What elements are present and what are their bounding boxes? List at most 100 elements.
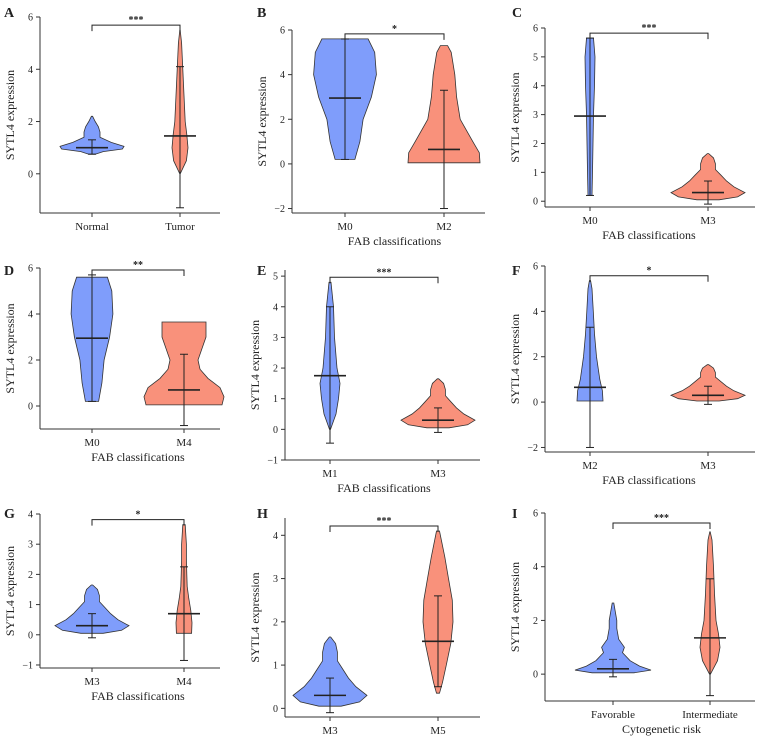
category-label: Favorable (591, 709, 635, 721)
significance-bracket (91, 519, 185, 526)
significance-label: * (647, 266, 652, 277)
category-label: M2 (436, 221, 451, 233)
violin-m3 (54, 584, 130, 634)
panel-letter-e: E (257, 264, 266, 279)
y-tick-label: 2 (533, 616, 538, 627)
y-tick-label: 4 (280, 70, 285, 81)
y-tick-label: 2 (273, 364, 278, 375)
y-tick-label: 2 (28, 117, 33, 128)
y-tick-label: 3 (533, 110, 538, 121)
y-tick-label: 4 (533, 81, 538, 92)
y-axis-title: SYTL4 expression (508, 72, 522, 162)
y-tick-label: 0 (533, 670, 538, 681)
violin-m3 (670, 153, 746, 201)
violin-m3 (400, 378, 476, 429)
y-tick-label: 2 (28, 356, 33, 367)
y-tick-label: 4 (28, 510, 33, 521)
x-axis-title: FAB classifications (337, 481, 431, 495)
violin-m3 (292, 636, 368, 707)
panel-letter-g: G (4, 507, 15, 522)
significance-label: *** (654, 513, 669, 524)
y-tick-label: 0 (28, 402, 33, 413)
y-tick-label: 0 (273, 704, 278, 715)
y-tick-label: −1 (267, 456, 278, 467)
y-tick-label: 2 (533, 352, 538, 363)
y-axis-title: SYTL4 expression (3, 303, 17, 393)
y-axis-title: SYTL4 expression (248, 572, 262, 662)
y-tick-label: 0 (28, 169, 33, 180)
significance-bracket (589, 275, 709, 282)
panel-letter-f: F (512, 264, 521, 279)
category-label: M0 (84, 437, 100, 449)
y-tick-label: 1 (273, 661, 278, 672)
y-tick-label: 4 (273, 531, 278, 542)
y-tick-label: 4 (273, 302, 278, 313)
significance-bracket (344, 33, 445, 40)
significance-label: * (392, 24, 397, 35)
category-label: M3 (84, 676, 100, 688)
significance-label: ** (133, 260, 143, 271)
category-label: Normal (75, 221, 109, 233)
panel-letter-h: H (257, 507, 268, 522)
y-tick-label: 6 (533, 509, 538, 520)
y-axis-title: SYTL4 expression (508, 562, 522, 652)
y-tick-label: 3 (273, 333, 278, 344)
y-tick-label: 3 (28, 540, 33, 551)
category-label: Intermediate (682, 709, 738, 721)
significance-label: *** (129, 15, 144, 26)
y-tick-label: 0 (533, 398, 538, 409)
significance-bracket (329, 276, 439, 284)
x-axis-title: FAB classifications (602, 473, 696, 487)
category-label: M2 (582, 460, 597, 472)
panel-c: C 0 1 2 3 4 5 6 SYTL4 expression M0 M3 FAB classifi… (508, 6, 755, 242)
panel-letter-c: C (512, 6, 522, 21)
category-label: Tumor (165, 221, 195, 233)
violin-favorable (574, 602, 652, 674)
y-tick-label: 2 (533, 139, 538, 150)
x-axis-title: Cytogenetic risk (622, 722, 701, 736)
significance-label: *** (377, 516, 392, 527)
category-label: M0 (337, 221, 353, 233)
y-tick-label: 4 (28, 310, 33, 321)
category-label: M5 (430, 725, 446, 737)
panel-letter-i: I (512, 507, 517, 522)
significance-label: * (136, 510, 141, 521)
y-tick-label: 2 (280, 115, 285, 126)
y-tick-label: 1 (533, 168, 538, 179)
significance-label: *** (642, 23, 657, 34)
y-tick-label: 1 (28, 600, 33, 611)
significance-label: *** (377, 267, 392, 278)
category-label: M1 (322, 468, 337, 480)
y-tick-label: 0 (28, 630, 33, 641)
y-tick-label: 3 (273, 574, 278, 585)
category-label: M3 (700, 460, 716, 472)
y-tick-label: −2 (274, 204, 285, 215)
significance-bracket (612, 522, 711, 529)
category-label: M3 (322, 725, 338, 737)
panel-a: A 0 2 4 6 SYTL4 expression Normal Tumor *** (3, 6, 220, 233)
significance-bracket (91, 269, 185, 276)
y-tick-label: 2 (273, 617, 278, 628)
y-tick-label: 4 (533, 307, 538, 318)
y-axis-title: SYTL4 expression (255, 76, 269, 166)
category-label: M4 (176, 437, 192, 449)
y-tick-label: 6 (533, 24, 538, 35)
panel-f: F −2 0 2 4 6 SYTL4 expression M2 M3 FAB classific… (508, 262, 755, 487)
y-axis-title: SYTL4 expression (3, 546, 17, 636)
y-tick-label: 0 (533, 197, 538, 208)
significance-bracket (329, 525, 439, 532)
panel-letter-a: A (4, 6, 15, 21)
x-axis-title: FAB classifications (348, 234, 442, 248)
panel-letter-d: D (4, 264, 14, 279)
significance-bracket (91, 24, 181, 32)
y-tick-label: 6 (533, 262, 538, 273)
x-axis-title: FAB classifications (602, 228, 696, 242)
category-label: M4 (176, 676, 192, 688)
y-tick-label: 6 (280, 26, 285, 37)
y-tick-label: 0 (280, 159, 285, 170)
